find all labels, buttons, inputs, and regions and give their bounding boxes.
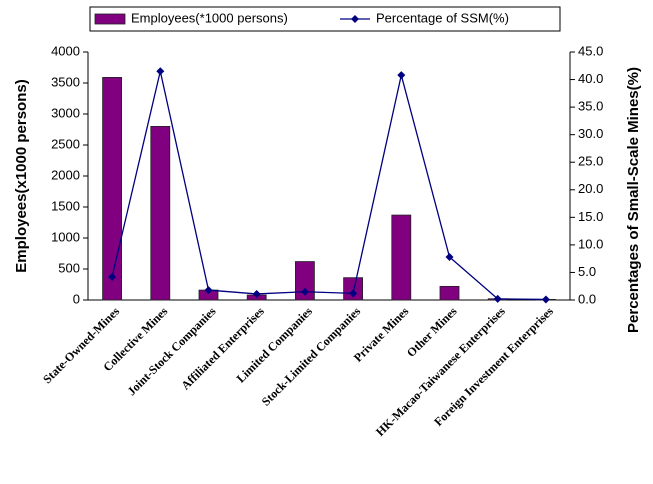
y-tick-label: 2000 (51, 167, 80, 182)
legend-marker (351, 15, 359, 23)
y-tick-label: 500 (58, 260, 80, 275)
y-tick-label: 0 (73, 291, 80, 306)
y-tick-label: 3500 (51, 74, 80, 89)
legend-label: Percentage of SSM(%) (376, 10, 509, 25)
y2-tick-label: 10.0 (578, 236, 603, 251)
legend-label: Employees(*1000 persons) (131, 10, 288, 25)
bar (343, 277, 364, 301)
y-tick-label: 3000 (51, 105, 80, 120)
line (111, 71, 546, 301)
bar (391, 214, 412, 301)
y2-tick-label: 35.0 (578, 99, 603, 114)
x-tick-label: Joint-Stock Companies (125, 304, 219, 398)
line-marker (300, 287, 309, 296)
bar (150, 126, 171, 301)
y2-tick-label: 40.0 (578, 71, 603, 86)
x-tick-label: Stock-Limited Companies (259, 304, 364, 409)
y2-tick-label: 30.0 (578, 126, 603, 141)
x-tick-label: Affiliated Enterprises (178, 304, 267, 393)
y2-tick-label: 0.0 (578, 291, 596, 306)
bar (102, 77, 122, 301)
y2-tick-label: 25.0 (578, 154, 603, 169)
line-marker (252, 289, 261, 298)
line-marker (156, 67, 165, 76)
bar (294, 261, 315, 301)
y-tick-label: 1500 (51, 198, 80, 213)
line-marker (397, 71, 406, 80)
line-marker (541, 295, 550, 304)
y2-axis-title: Percentages of Small-Scale Mines(%) (625, 67, 642, 333)
y2-tick-label: 20.0 (578, 181, 603, 196)
y-tick-label: 2500 (51, 136, 80, 151)
line-marker (445, 253, 454, 262)
y-axis-title: Employees(x1000 persons) (13, 79, 30, 272)
line-marker (349, 289, 358, 298)
line-marker (493, 294, 502, 303)
bar (439, 285, 460, 301)
legend-swatch (94, 13, 126, 25)
y2-tick-label: 45.0 (578, 43, 603, 58)
y2-tick-label: 15.0 (578, 209, 603, 224)
line-marker (108, 272, 117, 281)
y-tick-label: 4000 (51, 43, 80, 58)
y2-tick-label: 5.0 (578, 264, 596, 279)
legend-box (89, 6, 561, 32)
y-tick-label: 1000 (51, 229, 80, 244)
line-marker (204, 286, 213, 295)
